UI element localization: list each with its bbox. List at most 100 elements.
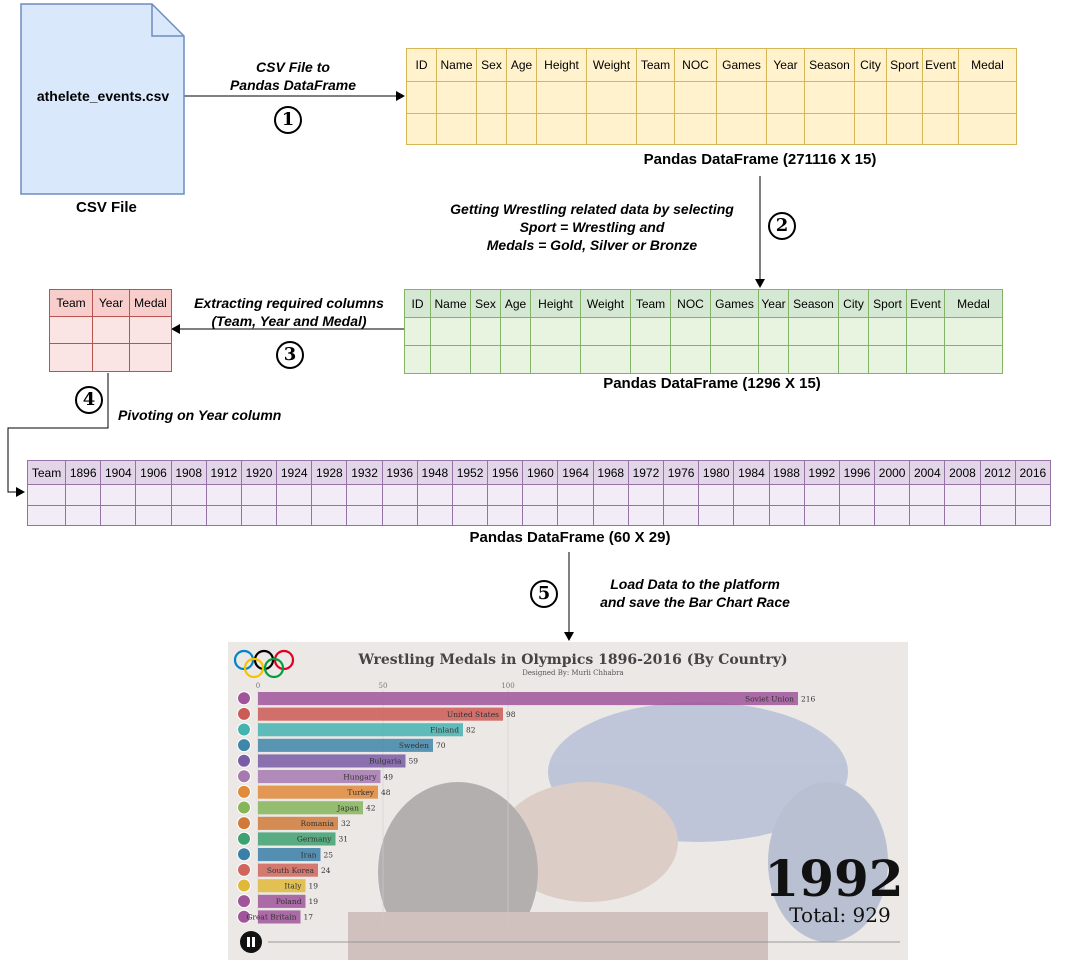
- empty-cell: [944, 484, 981, 506]
- column-header: Sex: [470, 289, 501, 318]
- empty-cell: [170, 484, 207, 506]
- empty-cell: [135, 484, 172, 506]
- empty-cell: [100, 484, 137, 506]
- bar-value-label: 19: [309, 882, 319, 891]
- empty-cell: [592, 484, 629, 506]
- empty-cell: [710, 345, 759, 374]
- bar-row: Turkey 48: [237, 784, 391, 799]
- empty-cell: [868, 345, 907, 374]
- bar-value-label: 19: [309, 897, 319, 906]
- empty-cell: [768, 505, 805, 526]
- column-header: Year: [92, 289, 130, 317]
- empty-cell: [979, 505, 1016, 526]
- df1-caption: Pandas DataFrame (271116 X 15): [643, 151, 877, 168]
- column-header: 1972: [627, 460, 665, 485]
- column-header: Sex: [476, 48, 507, 82]
- empty-cell: [909, 484, 946, 506]
- column-header: Event: [906, 289, 945, 318]
- bar-row: Sweden 70: [237, 738, 446, 753]
- bar: [258, 692, 798, 706]
- bar: [258, 863, 318, 877]
- bar-row: Bulgaria 59: [237, 753, 418, 768]
- bar: [258, 801, 363, 815]
- empty-cell: [430, 345, 471, 374]
- bar: [258, 707, 503, 721]
- empty-cell: [804, 113, 855, 145]
- column-header: Team: [630, 289, 671, 318]
- empty-cell: [92, 316, 130, 344]
- empty-cell: [430, 317, 471, 346]
- column-header: Medal: [129, 289, 172, 317]
- column-header: 1956: [487, 460, 524, 485]
- column-header: 2008: [944, 460, 981, 485]
- stars-stripes-flag-icon: [237, 706, 251, 721]
- bar-value-label: 70: [436, 741, 446, 750]
- axis-tick-label: 100: [501, 682, 514, 690]
- empty-cell: [906, 317, 945, 346]
- olympic-ring: [243, 657, 265, 679]
- empty-cell: [381, 484, 418, 506]
- bar-value-label: 49: [384, 772, 394, 781]
- empty-cell: [404, 345, 431, 374]
- step2-label: Getting Wrestling related data by select…: [450, 201, 734, 253]
- df4-caption: Pandas DataFrame (60 X 29): [469, 529, 671, 546]
- column-header: Weight: [586, 48, 637, 82]
- column-header: Team: [49, 289, 93, 317]
- bar: [258, 816, 338, 830]
- empty-cell: [909, 505, 946, 526]
- empty-cell: [522, 484, 559, 506]
- dataframe-wrestling: ID Name Sex Age Height Weight Team NOC Games Year…: [404, 289, 1003, 374]
- column-header: Age: [506, 48, 537, 82]
- empty-cell: [381, 505, 418, 526]
- tricolor-flag-icon: [237, 878, 251, 893]
- empty-cell: [979, 484, 1016, 506]
- bar: [258, 832, 336, 846]
- empty-cell: [476, 81, 507, 114]
- empty-cell: [530, 345, 581, 374]
- empty-cell: [906, 345, 945, 374]
- empty-cell: [803, 484, 840, 506]
- column-header: 1936: [381, 460, 418, 485]
- column-header: Year: [766, 48, 805, 82]
- empty-cell: [922, 113, 959, 145]
- empty-cell: [346, 505, 383, 526]
- empty-cell: [710, 317, 759, 346]
- empty-cell: [758, 345, 789, 374]
- bars: Soviet Union 216 United States 98 Finland 82 S…: [237, 691, 816, 924]
- bar-category-label: Romania: [301, 819, 335, 828]
- bar: [258, 894, 306, 908]
- column-header: Medal: [958, 48, 1017, 82]
- empty-cell: [788, 317, 839, 346]
- empty-cell: [65, 505, 102, 526]
- column-header: NOC: [674, 48, 717, 82]
- bar-value-label: 25: [324, 850, 334, 859]
- column-header: Team: [26, 460, 67, 485]
- empty-cell: [92, 343, 130, 372]
- empty-cell: [854, 81, 887, 114]
- empty-cell: [630, 345, 671, 374]
- pause-button-icon[interactable]: [240, 931, 262, 953]
- chart-title: Wrestling Medals in Olympics 1896-2016 (…: [357, 652, 787, 668]
- bar-row: Poland 19: [237, 894, 319, 909]
- column-header: ID: [404, 289, 431, 318]
- csv-file-icon: [20, 3, 185, 195]
- empty-cell: [716, 81, 767, 114]
- red-sun-flag-icon: [237, 800, 251, 815]
- red-circle-flag-icon: [237, 691, 251, 706]
- empty-cell: [436, 113, 477, 145]
- column-header: Height: [530, 289, 581, 318]
- bar-row: Iran 25: [237, 847, 334, 862]
- bar-category-label: Great Britain: [246, 913, 296, 922]
- empty-cell: [804, 81, 855, 114]
- column-header: Age: [500, 289, 531, 318]
- empty-cell: [506, 113, 537, 145]
- bar-row: Hungary 49: [237, 769, 394, 784]
- empty-cell: [406, 81, 437, 114]
- bar-chart-race: Wrestling Medals in Olympics 1896-2016 (…: [228, 642, 908, 960]
- empty-cell: [886, 113, 923, 145]
- column-header: Sport: [886, 48, 923, 82]
- step2-badge: 2: [768, 212, 796, 240]
- nordic-cross-blue-flag-icon: [237, 722, 251, 737]
- empty-cell: [536, 81, 587, 114]
